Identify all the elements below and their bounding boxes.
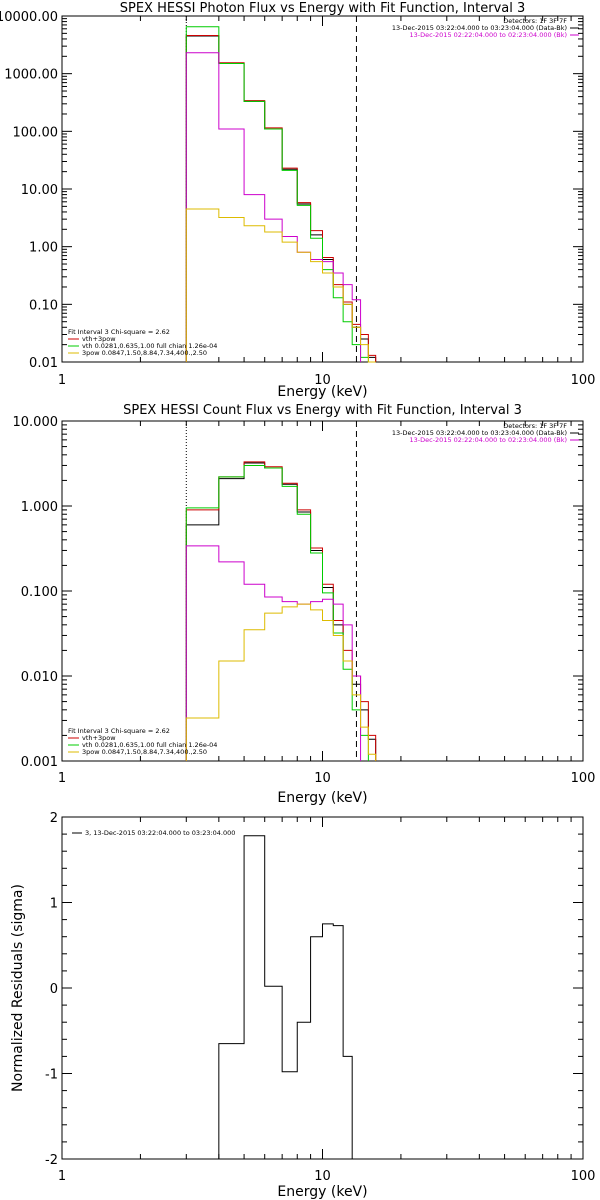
plot-frame-2: [61, 816, 584, 1160]
series-line-0-4: [185, 208, 376, 363]
legend-fit-1: Fit Interval 3 Chi-square = 2.62: [68, 727, 170, 735]
y-tick-label-0: 0.01: [29, 356, 58, 371]
y-tick-label-2: 2: [50, 811, 58, 826]
series-line-1-2: [185, 464, 369, 761]
legend-header-1: Detectors: 1F 3F 7F: [503, 422, 567, 430]
x-tick-label-2: 100: [571, 1169, 596, 1184]
y-tick-label-0: 10.00: [21, 183, 58, 198]
plot-frame-0: [61, 15, 584, 363]
legend-header-0: 13-Dec-2015 03:22:04.000 to 03:23:04.000…: [392, 24, 567, 32]
y-tick-label-0: 1.00: [29, 241, 58, 256]
series-line-1-1: [185, 461, 377, 761]
legend-header-1: 13-Dec-2015 03:22:04.000 to 03:23:04.000…: [392, 429, 567, 437]
x-tick-label-1: 100: [571, 771, 596, 786]
y-tick-label-1: 0.010: [21, 670, 58, 685]
series-line-1-4: [185, 603, 377, 761]
y-tick-label-0: 10000.00: [0, 10, 58, 25]
legend-fit-1: vth 0.0281,0.635,1.00 full chian 1.26e-0…: [82, 741, 217, 749]
y-tick-label-2: 0: [50, 982, 58, 997]
series-line-1-3: [185, 545, 362, 761]
legend-fit-0: vth+3pow: [82, 335, 116, 343]
y-tick-label-0: 0.10: [29, 298, 58, 313]
series-line-2-0: [186, 835, 361, 1160]
legend-entry-2: 3, 13-Dec-2015 03:22:04.000 to 03:23:04.…: [85, 829, 235, 837]
series-line-0-3: [185, 52, 362, 362]
x-axis-label-0: Energy (keV): [277, 384, 367, 400]
legend-fit-1: 3pow 0.0847,1.50,8.84,7.34,400.,2.50: [82, 748, 207, 756]
x-axis-label-1: Energy (keV): [277, 790, 367, 806]
x-tick-label-0: 10: [314, 373, 331, 388]
y-tick-label-1: 0.001: [21, 755, 58, 770]
y-tick-label-2: -1: [45, 1068, 58, 1083]
x-axis-label-2: Energy (keV): [277, 1184, 367, 1200]
legend-header-1: 13-Dec-2015 02:22:04.000 to 02:23:04.000…: [410, 436, 568, 444]
x-tick-label-2: 1: [58, 1169, 66, 1184]
y-tick-label-0: 100.00: [13, 125, 59, 140]
x-tick-label-0: 1: [58, 373, 66, 388]
x-tick-label-0: 100: [571, 373, 596, 388]
series-line-0-2: [185, 26, 369, 362]
x-tick-label-2: 10: [314, 1169, 331, 1184]
legend-fit-0: Fit Interval 3 Chi-square = 2.62: [68, 328, 170, 336]
legend-fit-1: vth+3pow: [82, 734, 116, 742]
y-tick-label-1: 1.000: [21, 500, 58, 515]
series-line-0-1: [185, 34, 377, 362]
y-tick-label-2: -2: [45, 1153, 58, 1168]
x-tick-label-1: 1: [58, 771, 66, 786]
legend-header-0: Detectors: 1F 3F 7F: [503, 17, 567, 25]
legend-fit-0: vth 0.0281,0.635,1.00 full chian 1.26e-0…: [82, 342, 217, 350]
y-tick-label-2: 1: [50, 897, 58, 912]
legend-header-0: 13-Dec-2015 02:22:04.000 to 02:23:04.000…: [410, 31, 568, 39]
y-tick-label-1: 10.000: [13, 415, 59, 430]
x-tick-label-1: 10: [314, 771, 331, 786]
y-tick-label-1: 0.100: [21, 585, 58, 600]
legend-fit-0: 3pow 0.0847,1.50,8.84,7.34,400.,2.50: [82, 349, 207, 357]
y-tick-label-0: 1000.00: [4, 68, 58, 83]
series-line-0-0: [185, 35, 377, 362]
y-axis-label-2: Normalized Residuals (sigma): [10, 884, 26, 1092]
chart-title-0: SPEX HESSI Photon Flux vs Energy with Fi…: [120, 1, 526, 16]
chart-title-1: SPEX HESSI Count Flux vs Energy with Fit…: [123, 403, 522, 418]
